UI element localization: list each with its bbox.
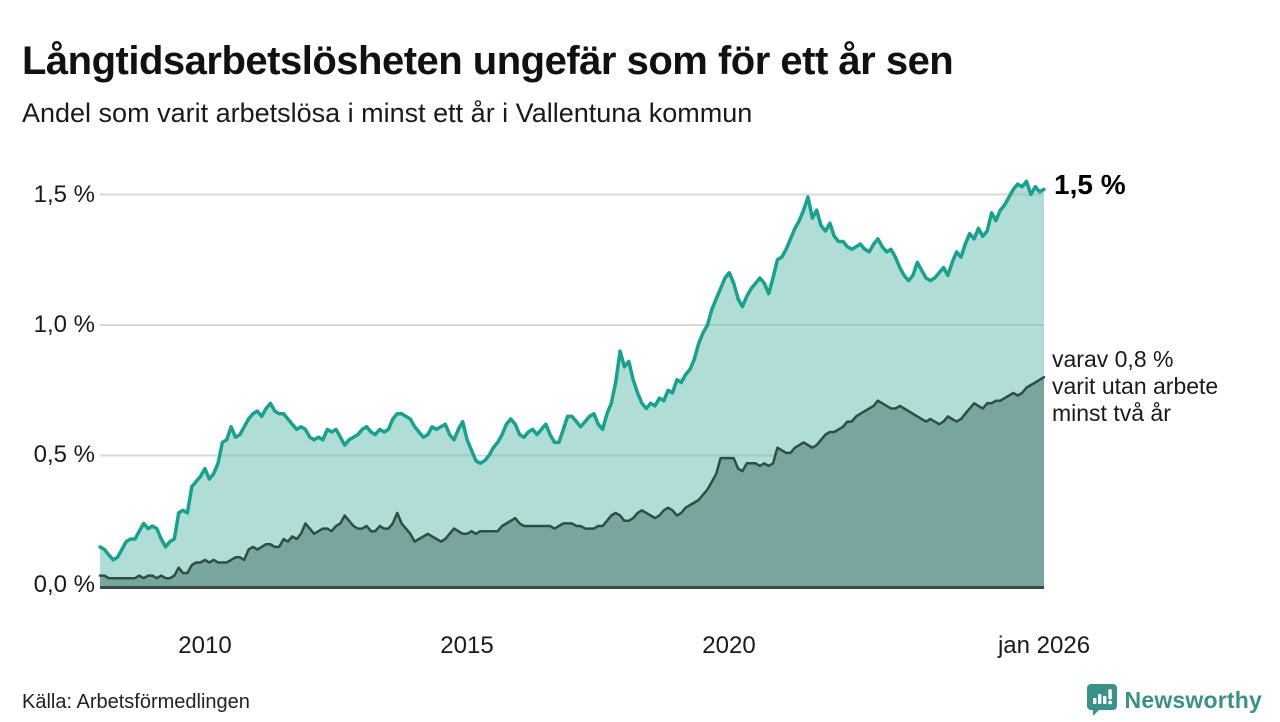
x-axis-label: 2015 <box>440 632 494 659</box>
x-axis-label: 2010 <box>178 632 232 659</box>
newsworthy-bubble-chart-icon <box>1086 683 1118 717</box>
annotation-line: varit utan arbete <box>1052 373 1219 399</box>
secondary-series-annotation: varav 0,8 % varit utan arbete minst två … <box>1052 346 1218 427</box>
x-axis-label: jan 2026 <box>997 632 1091 659</box>
newsworthy-wordmark: Newsworthy <box>1124 686 1262 713</box>
source-note: Källa: Arbetsförmedlingen <box>22 691 250 713</box>
y-axis-label: 0,5 % <box>33 441 95 468</box>
annotation-line: varav 0,8 % <box>1052 346 1174 372</box>
newsworthy-logo: Newsworthy <box>1086 682 1262 718</box>
series-end-value-label: 1,5 % <box>1054 169 1126 200</box>
annotation-line: minst två år <box>1052 400 1171 426</box>
page-title: Långtidsarbetslösheten ungefär som för e… <box>22 38 954 83</box>
y-axis-label: 1,5 % <box>33 181 95 208</box>
y-axis-label: 1,0 % <box>33 311 95 338</box>
x-axis-label: 2020 <box>702 632 756 659</box>
chart-subtitle: Andel som varit arbetslösa i minst ett å… <box>22 98 753 128</box>
y-axis-label: 0,0 % <box>33 571 95 598</box>
